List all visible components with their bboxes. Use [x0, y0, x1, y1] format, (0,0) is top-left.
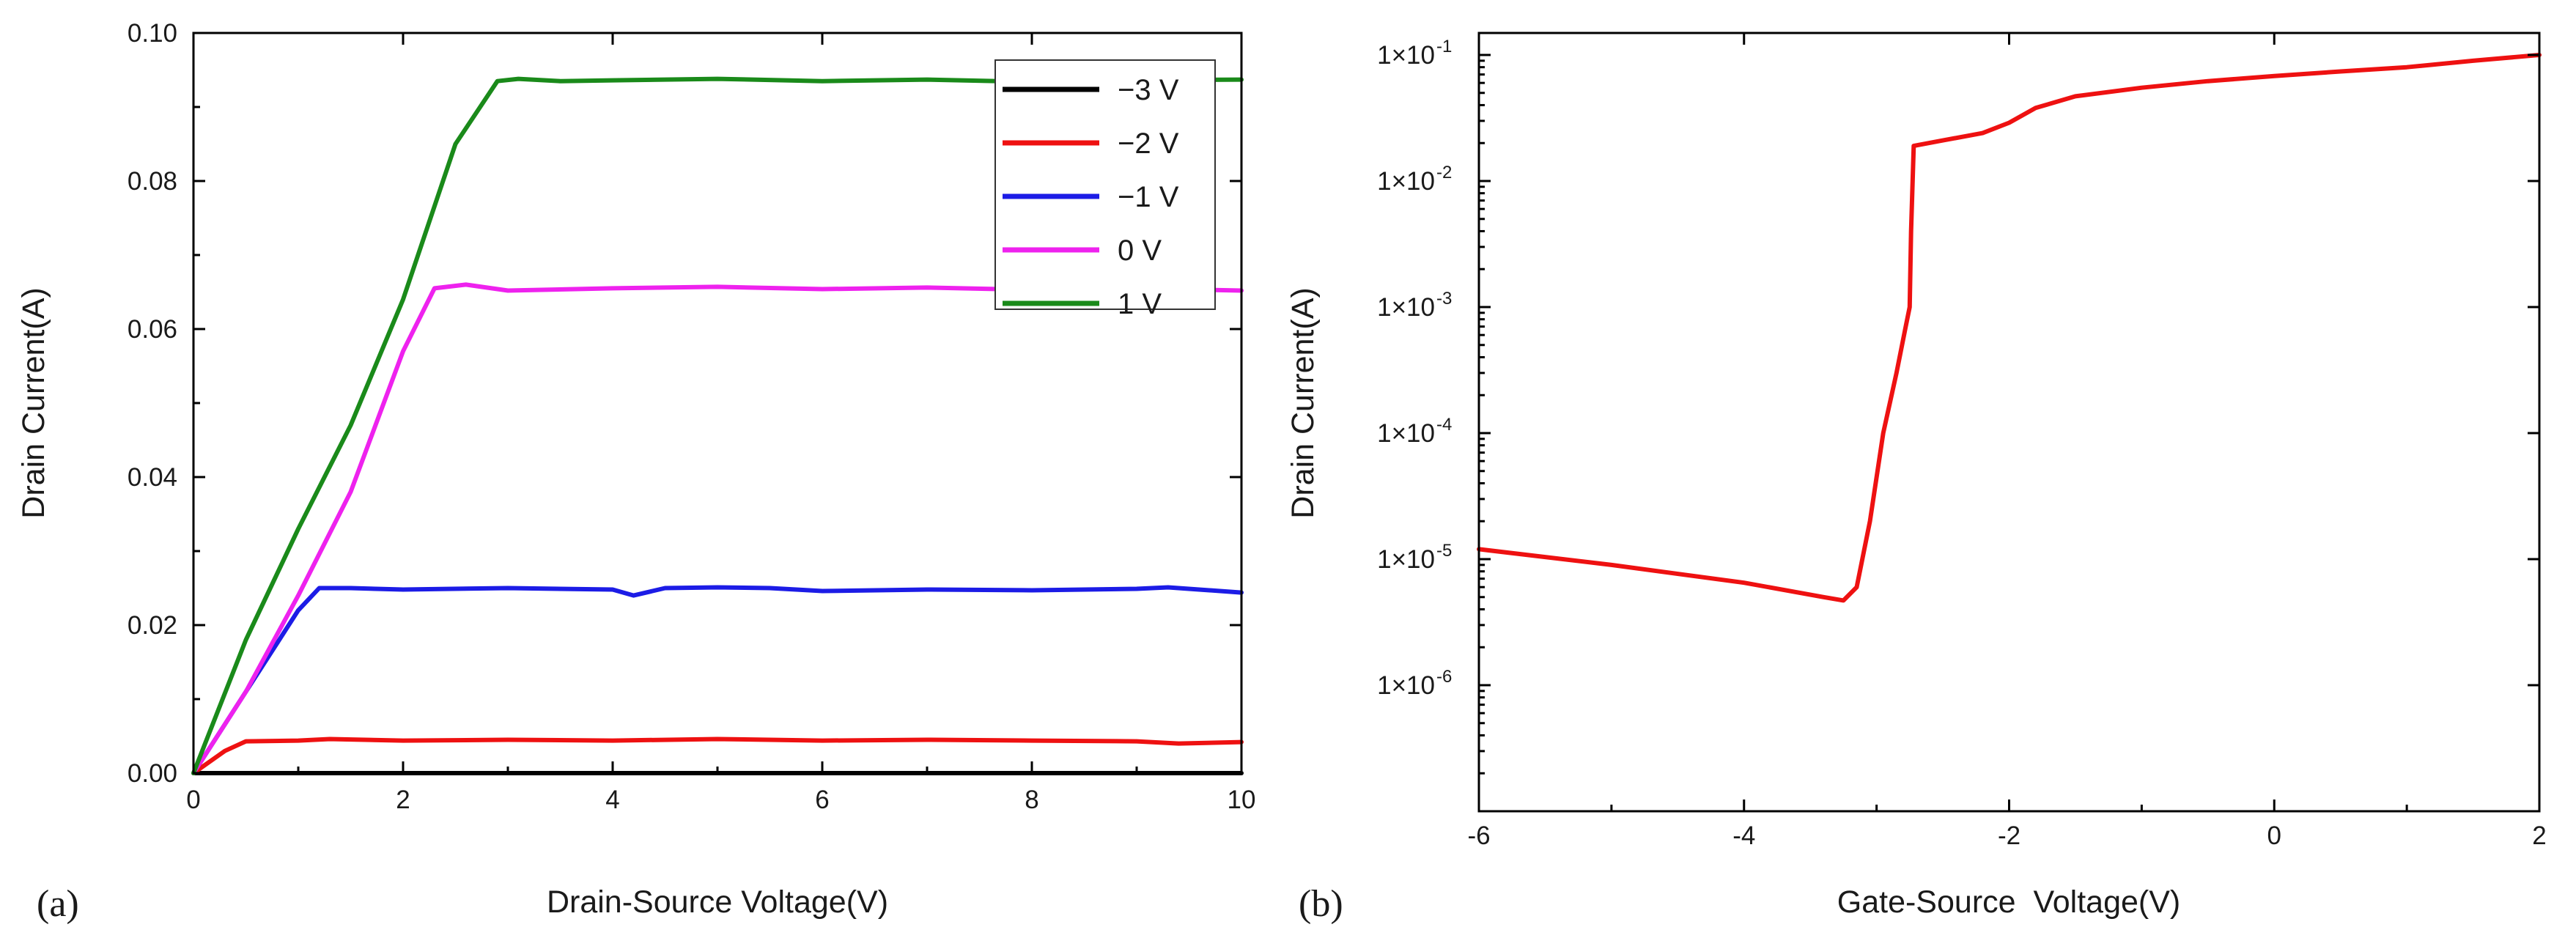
chart-a-series-line-4 [191, 76, 1244, 775]
chart-b-y-tick-label: 1×10 [1377, 293, 1435, 322]
chart-b-y-tick-labels: 1×10 -61×10 -51×10 -41×10 -31×10 -21×10 -1 [1377, 37, 1452, 700]
chart-a-y-tick-label: 0.06 [128, 315, 177, 344]
chart-a-series-line-1 [191, 736, 1244, 775]
chart-a-legend-box [994, 59, 1216, 310]
chart-b-x-tick-labels: -6 -4 -2 0 2 [1467, 821, 2546, 850]
chart-a-ticks [192, 32, 1243, 775]
chart-a-legend-label-4: 1 V [1118, 288, 1162, 320]
chart-a: 0 2 4 6 8 10 0.00 0.02 0.04 0.06 0.08 0.10 Drain-S… [16, 19, 1255, 925]
chart-b-x-tick-label: -4 [1732, 821, 1755, 850]
chart-b-y-tick-label: 1×10 [1377, 545, 1435, 574]
chart-b: -6 -4 -2 0 2 1×10 -61×10 -51×10 -41×10 -31×10 -21… [1285, 32, 2547, 925]
chart-a-x-tick-label: 4 [605, 786, 619, 814]
chart-a-y-tick-label: 0.00 [128, 759, 177, 788]
chart-b-y-tick-exponent: -1 [1436, 37, 1452, 56]
chart-a-x-tick-label: 6 [815, 786, 829, 814]
chart-a-y-tick-label: 0.08 [128, 167, 177, 196]
chart-b-y-tick-label: 1×10 [1377, 419, 1435, 448]
chart-a-x-axis-title: Drain-Source Voltage(V) [547, 885, 888, 920]
chart-a-legend-label-3: 0 V [1118, 235, 1162, 267]
chart-a-y-axis-title: Drain Current(A) [16, 287, 51, 518]
chart-a-y-tick-label: 0.10 [128, 19, 177, 48]
chart-b-x-tick-label: -6 [1467, 821, 1490, 850]
chart-b-y-tick-label: 1×10 [1377, 167, 1435, 196]
chart-b-y-tick-exponent: -3 [1436, 289, 1452, 309]
chart-b-y-tick-exponent: -5 [1436, 541, 1452, 561]
chart-a-x-tick-label: 8 [1025, 786, 1038, 814]
chart-b-y-tick-exponent: -4 [1436, 415, 1452, 435]
chart-a-x-tick-label: 2 [396, 786, 410, 814]
chart-a-x-tick-labels: 0 2 4 6 8 10 [186, 786, 1255, 814]
chart-a-x-tick-label: 10 [1228, 786, 1256, 814]
chart-a-y-tick-label: 0.04 [128, 463, 177, 492]
chart-a-series-line-2 [191, 585, 1244, 775]
chart-a-x-tick-label: 0 [186, 786, 200, 814]
chart-b-y-tick-exponent: -6 [1436, 667, 1452, 687]
chart-a-legend-label-1: −2 V [1118, 128, 1179, 160]
chart-b-y-tick-label: 1×10 [1377, 41, 1435, 70]
chart-a-legend-label-0: −3 V [1118, 74, 1179, 106]
chart-b-ticks [1477, 33, 2541, 811]
chart-b-plot-frame [1477, 32, 2541, 813]
chart-b-series-line-0 [1477, 53, 2542, 603]
chart-a-legend-items: −3 V −2 V −1 V 0 V 1 V [1003, 74, 1179, 320]
chart-b-panel-label: (b) [1299, 883, 1343, 925]
chart-b-series-layer [1477, 53, 2542, 603]
chart-a-y-tick-label: 0.02 [128, 611, 177, 640]
chart-a-y-tick-labels: 0.00 0.02 0.04 0.06 0.08 0.10 [128, 19, 177, 788]
chart-a-legend-label-2: −1 V [1118, 181, 1179, 213]
chart-a-series-line-3 [191, 282, 1244, 775]
chart-b-x-tick-label: 0 [2267, 821, 2281, 850]
chart-b-y-tick-exponent: -2 [1436, 163, 1452, 182]
chart-b-y-axis-title: Drain Current(A) [1285, 287, 1321, 518]
chart-a-panel-label: (a) [37, 883, 79, 925]
chart-b-y-tick-label: 1×10 [1377, 671, 1435, 700]
chart-b-x-tick-label: 2 [2532, 821, 2546, 850]
chart-a-legend: −3 V −2 V −1 V 0 V 1 V [994, 59, 1216, 320]
chart-b-x-axis-title: Gate-Source Voltage(V) [1837, 885, 2180, 920]
chart-b-x-tick-label: -2 [1998, 821, 2020, 850]
